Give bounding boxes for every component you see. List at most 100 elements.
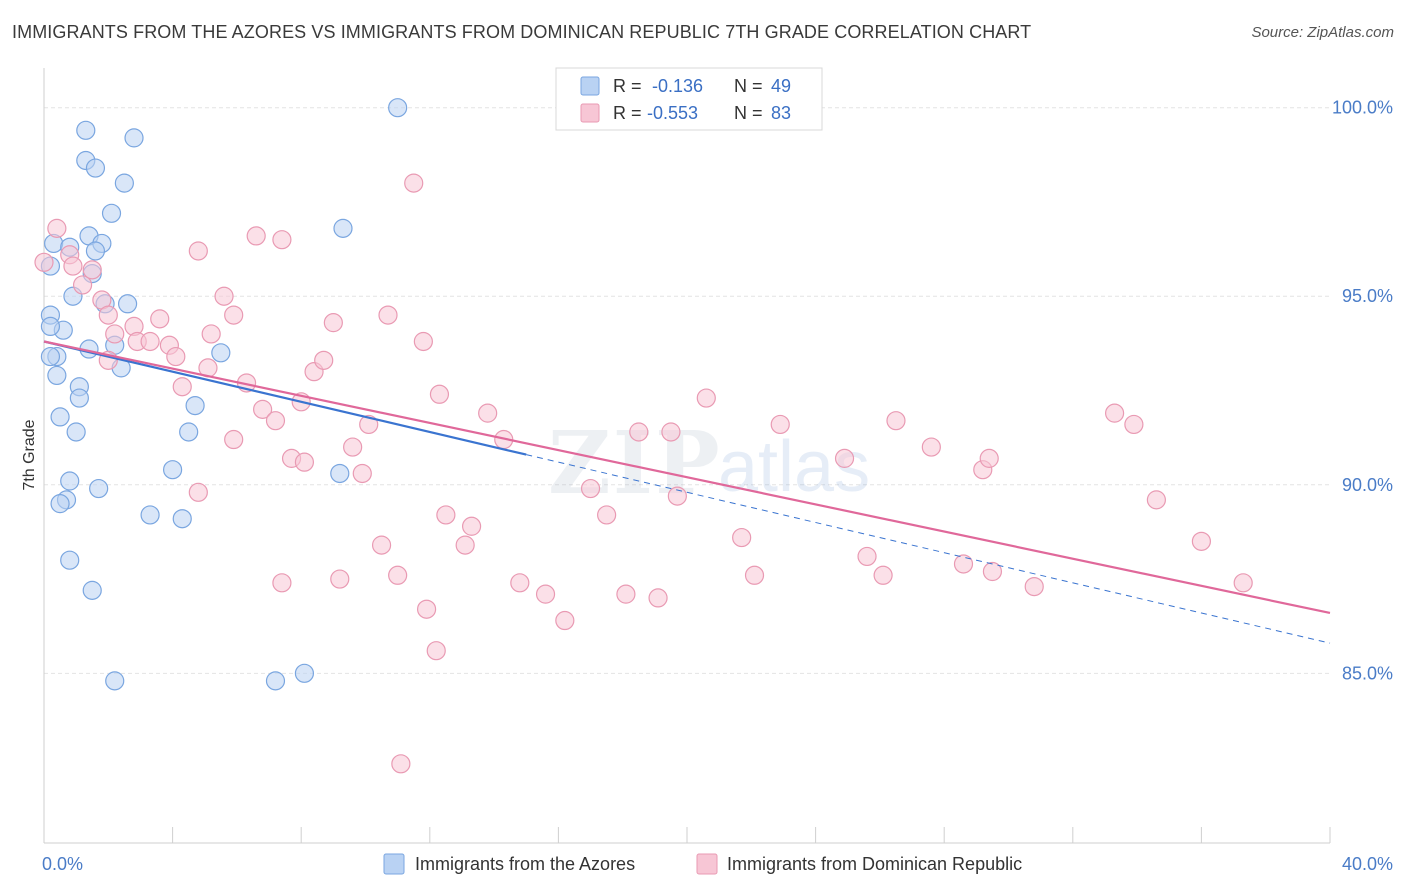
pink-data-point: [140, 331, 160, 352]
pink-data-point: [696, 388, 716, 408]
pink-data-point: [413, 331, 433, 352]
y-tick-label: 90.0%: [1342, 475, 1393, 495]
pink-data-point: [105, 324, 125, 344]
pink-data-point: [455, 535, 475, 555]
y-tick-label: 85.0%: [1342, 663, 1393, 683]
series-legend-pink-swatch: [696, 853, 718, 875]
pink-data-point: [982, 561, 1003, 582]
blue-data-point: [40, 316, 61, 337]
axes: [43, 68, 1331, 844]
pink-data-point: [510, 573, 530, 593]
blue-trend-line: [43, 340, 527, 456]
stats-legend-box: [555, 67, 823, 131]
pink-data-point: [404, 173, 424, 193]
pink-data-point: [34, 252, 54, 272]
pink-data-point: [886, 411, 906, 431]
blue-data-point: [50, 407, 70, 427]
blue-data-point: [50, 494, 70, 514]
blue-data-point: [60, 550, 80, 570]
series-legend: Immigrants from the Azores Immigrants fr…: [383, 853, 1022, 875]
pink-data-point: [979, 448, 999, 468]
chart-source: Source: ZipAtlas.com: [1251, 24, 1394, 41]
blue-data-point: [76, 120, 96, 140]
blue-data-point: [124, 128, 144, 148]
pink-data-point: [150, 309, 170, 329]
series-legend-blue-swatch: [383, 853, 405, 875]
blue-data-point: [163, 460, 183, 480]
pink-data-point: [873, 565, 893, 585]
blue-data-point: [60, 471, 80, 491]
stats-legend-n-value: 49: [771, 76, 791, 96]
x-tick-label: 0.0%: [42, 854, 83, 874]
stats-legend-blue-swatch: [580, 76, 600, 96]
blue-data-point: [69, 388, 89, 408]
blue-trend-extension: [526, 454, 1331, 644]
pink-data-point: [172, 377, 192, 397]
pink-data-point: [461, 516, 482, 536]
blue-data-point: [66, 422, 86, 442]
pink-data-point: [253, 399, 273, 419]
pink-data-point: [343, 437, 363, 457]
blue-data-point: [47, 365, 67, 386]
blue-data-point: [85, 158, 106, 178]
blue-data-point: [117, 294, 138, 314]
blue-data-point: [101, 203, 122, 223]
pink-data-point: [323, 313, 343, 333]
pink-data-point: [1191, 531, 1212, 551]
pink-data-point: [272, 573, 292, 593]
pink-data-point: [416, 599, 437, 619]
pink-data-point: [648, 588, 668, 608]
pink-data-point: [378, 305, 398, 325]
blue-data-point: [40, 346, 61, 367]
series-legend-pink-label: Immigrants from Dominican Republic: [727, 854, 1022, 874]
stats-legend-r-value: -0.553: [647, 103, 698, 123]
blue-data-point: [172, 509, 192, 529]
blue-data-point: [330, 463, 350, 484]
pink-data-point: [388, 565, 408, 585]
pink-data-point: [47, 218, 67, 238]
pink-data-point: [629, 422, 649, 442]
blue-data-point: [140, 505, 160, 525]
pink-data-point: [201, 324, 221, 344]
pink-data-point: [426, 641, 446, 661]
pink-data-point: [246, 226, 266, 246]
pink-data-point: [535, 584, 556, 604]
pink-data-point: [429, 384, 450, 404]
blue-data-point: [105, 671, 125, 691]
pink-data-point: [294, 452, 315, 472]
pink-data-point: [82, 260, 102, 280]
stats-legend-n-label: N =: [734, 103, 763, 123]
pink-data-point: [265, 411, 286, 431]
pink-data-point: [744, 565, 765, 585]
pink-data-point: [857, 546, 877, 567]
pink-data-point: [272, 230, 292, 250]
pink-data-point: [661, 422, 681, 442]
pink-data-point: [834, 448, 855, 468]
blue-data-point: [185, 395, 205, 416]
pink-data-point: [953, 554, 974, 574]
pink-data-point: [580, 478, 601, 499]
pink-data-point: [478, 403, 498, 423]
tick-labels: 85.0% 90.0% 95.0% 100.0% 0.0% 40.0%: [42, 98, 1393, 874]
trend-lines: [43, 340, 1331, 644]
stats-legend: R = -0.136 N = 49 R = -0.553 N = 83: [555, 67, 823, 131]
grid-lines: [44, 107, 1330, 674]
pink-data-point: [224, 429, 244, 450]
y-axis-label: 7th Grade: [21, 419, 38, 490]
pink-data-point: [371, 535, 392, 555]
y-tick-label: 95.0%: [1342, 286, 1393, 306]
pink-data-point: [1124, 414, 1144, 435]
pink-data-point: [1104, 403, 1125, 423]
pink-data-point: [188, 241, 208, 261]
stats-legend-r-value: -0.136: [652, 76, 703, 96]
pink-data-point: [770, 414, 790, 435]
blue-data-point: [388, 98, 408, 118]
blue-data-point: [294, 663, 315, 683]
pink-data-point: [352, 463, 372, 484]
stats-legend-pink-swatch: [580, 103, 600, 123]
blue-data-point: [333, 218, 353, 238]
pink-data-point: [72, 275, 93, 295]
data-points: [34, 98, 1253, 774]
pink-data-point: [224, 305, 244, 325]
